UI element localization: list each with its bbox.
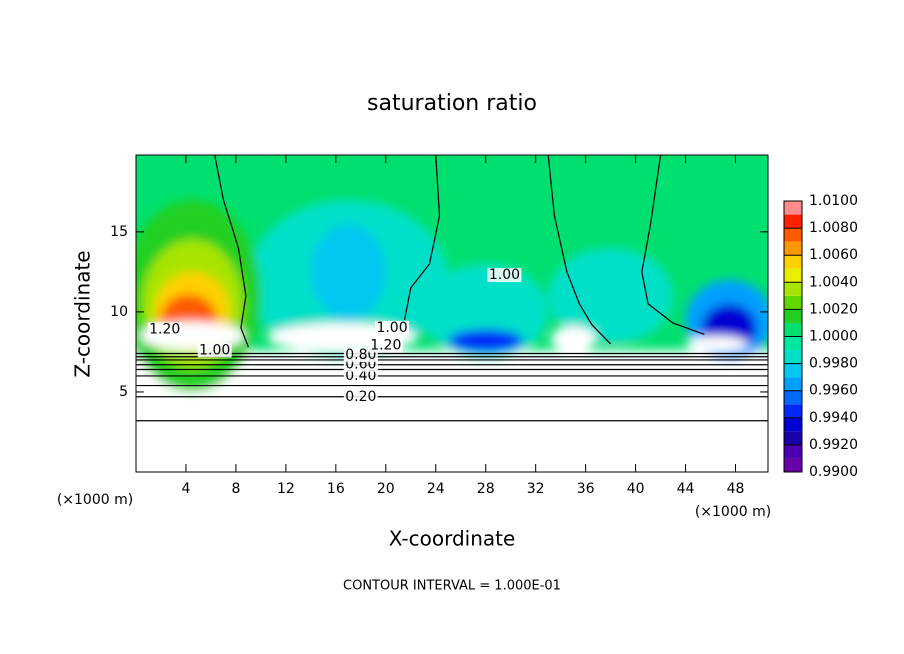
- y-tick-label: 5: [119, 384, 128, 400]
- colorbar-box: [784, 444, 802, 459]
- x-tick-label: 28: [477, 481, 495, 497]
- x-tick-label: 8: [231, 481, 240, 497]
- colorbar-box: [784, 390, 802, 405]
- colorbar-label: 1.0020: [809, 301, 858, 317]
- colorbar-box: [784, 214, 802, 229]
- contour-line: [403, 155, 441, 321]
- contour-line: [214, 155, 249, 348]
- colorbar-box: [784, 268, 802, 283]
- contour-label-bg: [343, 368, 378, 383]
- colorbar-label: 1.0060: [809, 247, 858, 263]
- colorbar-box: [784, 322, 802, 337]
- colorbar-box: [784, 228, 802, 242]
- contour-label: 1.00: [489, 267, 520, 283]
- chart-title: saturation ratio: [367, 91, 537, 116]
- field-region: [448, 329, 524, 352]
- colorbar-box: [784, 241, 802, 256]
- colorbar-label: 1.0080: [809, 220, 858, 236]
- x-unit: (×1000 m): [695, 504, 771, 520]
- colorbar-box: [784, 363, 802, 378]
- field-region: [685, 335, 749, 352]
- contour-label: 0.40: [345, 368, 376, 384]
- colorbar-box: [784, 377, 802, 391]
- contour-label-bg: [197, 343, 232, 358]
- y-tick-label: 10: [110, 304, 128, 320]
- contour-line: [641, 155, 705, 335]
- x-tick-label: 40: [627, 481, 645, 497]
- x-tick-label: 48: [727, 481, 745, 497]
- colorbar-label: 0.9980: [809, 356, 858, 372]
- x-tick-label: 20: [377, 481, 395, 497]
- contour-label-bg: [487, 268, 522, 283]
- colorbar-label: 0.9940: [809, 410, 858, 426]
- field-blobs: [136, 199, 768, 472]
- field: 0.200.400.600.801.001.201.201.001.00: [136, 155, 768, 472]
- colorbar-label: 1.0000: [809, 329, 858, 345]
- field-region: [310, 223, 386, 320]
- colorbar-box: [784, 458, 802, 472]
- contour-label: 1.20: [370, 338, 401, 354]
- colorbar-box: [784, 201, 802, 215]
- colorbar-box: [784, 255, 802, 269]
- contour-line: [547, 155, 612, 345]
- x-axis-label: X-coordinate: [389, 527, 516, 551]
- x-tick-label: 36: [577, 481, 595, 497]
- y-unit: (×1000 m): [57, 492, 133, 508]
- overlay: 4 8 12 16 20 24 28 32 36 40 44 48510150.99000.99200…: [110, 154, 858, 497]
- colorbar-box: [784, 417, 802, 432]
- x-tick-label: 12: [277, 481, 295, 497]
- contour-label-bg: [375, 320, 410, 335]
- contour-label: 0.20: [345, 389, 376, 405]
- contour-label-bg: [147, 322, 182, 337]
- contour-label: 1.00: [199, 342, 230, 358]
- colorbar-box: [784, 336, 802, 351]
- y-tick-label: 15: [110, 224, 128, 240]
- colorbar-label: 1.0040: [809, 274, 858, 290]
- colorbar-label: 0.9960: [809, 383, 858, 399]
- colorbar-box: [784, 431, 802, 445]
- contour-label: 0.80: [345, 347, 376, 363]
- x-tick-label: 24: [427, 481, 445, 497]
- x-tick-label: 44: [677, 481, 695, 497]
- x-tick-label: 16: [327, 481, 345, 497]
- colorbar-label: 0.9920: [809, 437, 858, 453]
- colorbar-box: [784, 282, 802, 296]
- colorbar-box: [784, 309, 802, 323]
- low-zone: [136, 350, 768, 472]
- y-axis-label: Z-coordinate: [71, 250, 95, 377]
- contour-label: 1.20: [149, 322, 180, 338]
- colorbar-box: [784, 350, 802, 364]
- field-region: [550, 326, 596, 352]
- contour-label: 1.00: [376, 320, 407, 336]
- x-tick-label: 4: [181, 481, 190, 497]
- colorbar-box: [784, 295, 802, 310]
- colorbar-box: [784, 404, 802, 418]
- x-tick-label: 32: [527, 481, 545, 497]
- plot-frame: [135, 154, 769, 473]
- footer: CONTOUR INTERVAL = 1.000E-01: [343, 579, 561, 594]
- colorbar-label: 0.9900: [809, 464, 858, 480]
- colorbar-label: 1.0100: [809, 193, 858, 209]
- contour-label-bg: [343, 389, 378, 404]
- contour-label-bg: [368, 338, 403, 353]
